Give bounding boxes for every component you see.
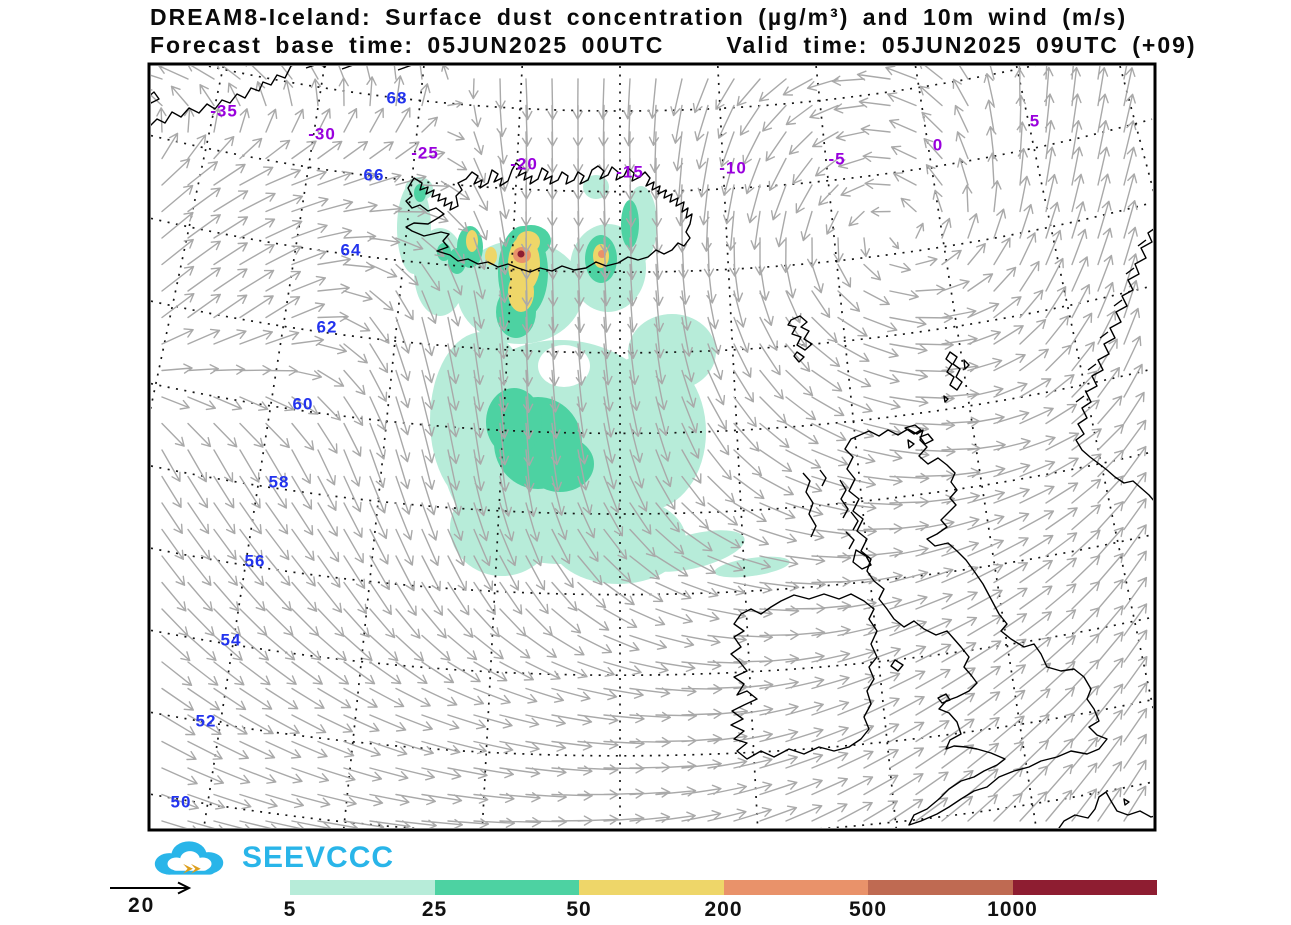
latitude-label: 50 bbox=[171, 792, 192, 811]
colorbar-label: 1000 bbox=[987, 898, 1038, 921]
longitude-label: -35 bbox=[210, 101, 238, 120]
colorbar-label: 25 bbox=[421, 898, 448, 921]
colorbar-segment bbox=[579, 880, 724, 895]
longitude-label: -30 bbox=[308, 124, 336, 143]
latitude-label: 52 bbox=[196, 711, 217, 730]
longitude-label: -20 bbox=[510, 154, 538, 173]
longitude-label: 0 bbox=[933, 135, 943, 154]
coastlines bbox=[151, 66, 1153, 828]
latitude-label: 60 bbox=[293, 394, 314, 413]
forecast-base-time: Forecast base time: 05JUN2025 00UTC bbox=[150, 32, 665, 58]
colorbar-segment bbox=[1012, 880, 1157, 895]
wind-scale-arrow-icon bbox=[110, 881, 192, 895]
gold-chevron-icon bbox=[183, 863, 201, 874]
colorbar-segment bbox=[290, 880, 435, 895]
colorbar-label: 200 bbox=[704, 898, 743, 921]
longitude-label: -15 bbox=[616, 162, 644, 181]
map-frame bbox=[147, 62, 1157, 832]
cloud-logo-icon bbox=[154, 841, 224, 875]
colorbar-segment bbox=[868, 880, 1013, 895]
seevccc-logo: SEEVCCC bbox=[146, 836, 394, 880]
colorbar-segment bbox=[434, 880, 579, 895]
latitude-label: 62 bbox=[317, 317, 338, 336]
colorbar-segment bbox=[723, 880, 868, 895]
latitude-label: 54 bbox=[221, 630, 242, 649]
chart-title: DREAM8-Iceland: Surface dust concentrati… bbox=[150, 4, 1128, 30]
latitude-label: 68 bbox=[387, 88, 408, 107]
colorbar-label: 5 bbox=[283, 898, 297, 921]
longitude-label: -10 bbox=[719, 158, 747, 177]
latitude-label: 66 bbox=[364, 165, 385, 184]
colorbar-label: 50 bbox=[566, 898, 592, 921]
longitude-label: -25 bbox=[411, 143, 439, 162]
latitude-label: 58 bbox=[269, 472, 290, 491]
valid-time: Valid time: 05JUN2025 09UTC (+09) bbox=[726, 32, 1197, 58]
longitude-label: 5 bbox=[1030, 111, 1040, 130]
latitude-label: 56 bbox=[245, 551, 266, 570]
dust-colorbar: 5 25 50 200 500 1000 bbox=[284, 880, 1157, 921]
logo-text: SEEVCCC bbox=[242, 841, 395, 874]
colorbar-label: 500 bbox=[848, 898, 888, 921]
longitude-label: -5 bbox=[828, 149, 845, 168]
wind-scale-value: 20 bbox=[128, 894, 156, 917]
latitude-label: 64 bbox=[341, 240, 362, 259]
chart-subtitle: Forecast base time: 05JUN2025 00UTC Vali… bbox=[150, 32, 1197, 59]
map-labels: -35 -30 -25 -20 -15 -10 -5 0 5 68 66 64 62 60 58 56 54 52… bbox=[171, 88, 1040, 811]
wind-scale-legend: 20 bbox=[104, 878, 204, 922]
wind-arrows bbox=[151, 66, 1148, 828]
